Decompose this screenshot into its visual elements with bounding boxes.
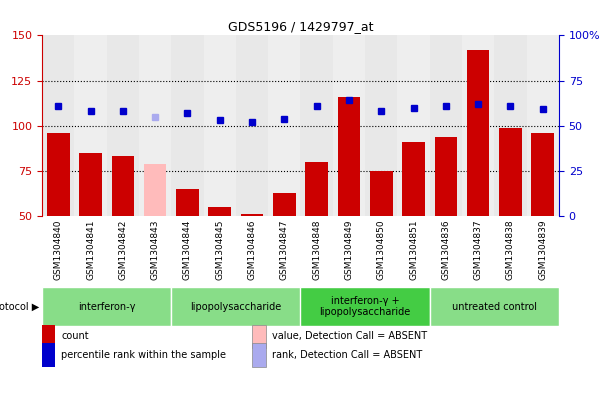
Bar xyxy=(107,35,139,216)
Text: lipopolysaccharide: lipopolysaccharide xyxy=(191,301,281,312)
Bar xyxy=(42,343,55,367)
Bar xyxy=(300,35,333,216)
Bar xyxy=(144,164,166,216)
Text: GSM1304848: GSM1304848 xyxy=(312,220,321,280)
Text: GSM1304847: GSM1304847 xyxy=(280,220,289,280)
Bar xyxy=(252,325,266,348)
Text: GSM1304839: GSM1304839 xyxy=(538,220,548,280)
Text: GSM1304846: GSM1304846 xyxy=(248,220,257,280)
Bar xyxy=(467,50,489,216)
Bar xyxy=(300,287,430,326)
Bar xyxy=(370,171,392,216)
Text: count: count xyxy=(61,331,89,341)
Bar xyxy=(435,137,457,216)
Bar xyxy=(75,35,107,216)
Text: GSM1304838: GSM1304838 xyxy=(506,220,515,280)
Bar xyxy=(176,189,199,216)
Text: interferon-γ: interferon-γ xyxy=(78,301,135,312)
Text: untreated control: untreated control xyxy=(452,301,537,312)
Text: GSM1304842: GSM1304842 xyxy=(118,220,127,280)
Bar xyxy=(430,287,559,326)
Bar xyxy=(204,35,236,216)
Bar xyxy=(241,214,263,216)
Bar xyxy=(79,153,102,216)
Text: GSM1304836: GSM1304836 xyxy=(441,220,450,280)
Bar xyxy=(47,133,70,216)
Bar xyxy=(42,287,171,326)
Bar xyxy=(236,35,268,216)
Text: GSM1304840: GSM1304840 xyxy=(53,220,63,280)
Text: GSM1304845: GSM1304845 xyxy=(215,220,224,280)
Bar xyxy=(494,35,526,216)
Text: GSM1304844: GSM1304844 xyxy=(183,220,192,280)
Bar xyxy=(526,35,559,216)
Text: rank, Detection Call = ABSENT: rank, Detection Call = ABSENT xyxy=(272,350,422,360)
Bar xyxy=(365,35,397,216)
Text: interferon-γ +
lipopolysaccharide: interferon-γ + lipopolysaccharide xyxy=(320,296,410,317)
Bar xyxy=(402,142,425,216)
Bar xyxy=(333,35,365,216)
Bar xyxy=(42,325,55,348)
Text: GSM1304850: GSM1304850 xyxy=(377,220,386,280)
Bar xyxy=(171,35,204,216)
Bar xyxy=(305,162,328,216)
Bar xyxy=(112,156,134,216)
Bar xyxy=(209,207,231,216)
Title: GDS5196 / 1429797_at: GDS5196 / 1429797_at xyxy=(228,20,373,33)
Text: protocol ▶: protocol ▶ xyxy=(0,301,39,312)
Bar xyxy=(139,35,171,216)
Text: GSM1304843: GSM1304843 xyxy=(151,220,160,280)
Text: percentile rank within the sample: percentile rank within the sample xyxy=(61,350,227,360)
Text: GSM1304841: GSM1304841 xyxy=(86,220,95,280)
Text: GSM1304851: GSM1304851 xyxy=(409,220,418,280)
Bar xyxy=(338,97,360,216)
Bar xyxy=(462,35,494,216)
Bar xyxy=(499,128,522,216)
Bar xyxy=(42,35,75,216)
Bar xyxy=(430,35,462,216)
Text: value, Detection Call = ABSENT: value, Detection Call = ABSENT xyxy=(272,331,427,341)
Bar xyxy=(273,193,296,216)
Bar xyxy=(531,133,554,216)
Text: GSM1304849: GSM1304849 xyxy=(344,220,353,280)
Bar xyxy=(171,287,300,326)
Bar xyxy=(252,343,266,367)
Bar xyxy=(397,35,430,216)
Bar xyxy=(268,35,300,216)
Text: GSM1304837: GSM1304837 xyxy=(474,220,483,280)
